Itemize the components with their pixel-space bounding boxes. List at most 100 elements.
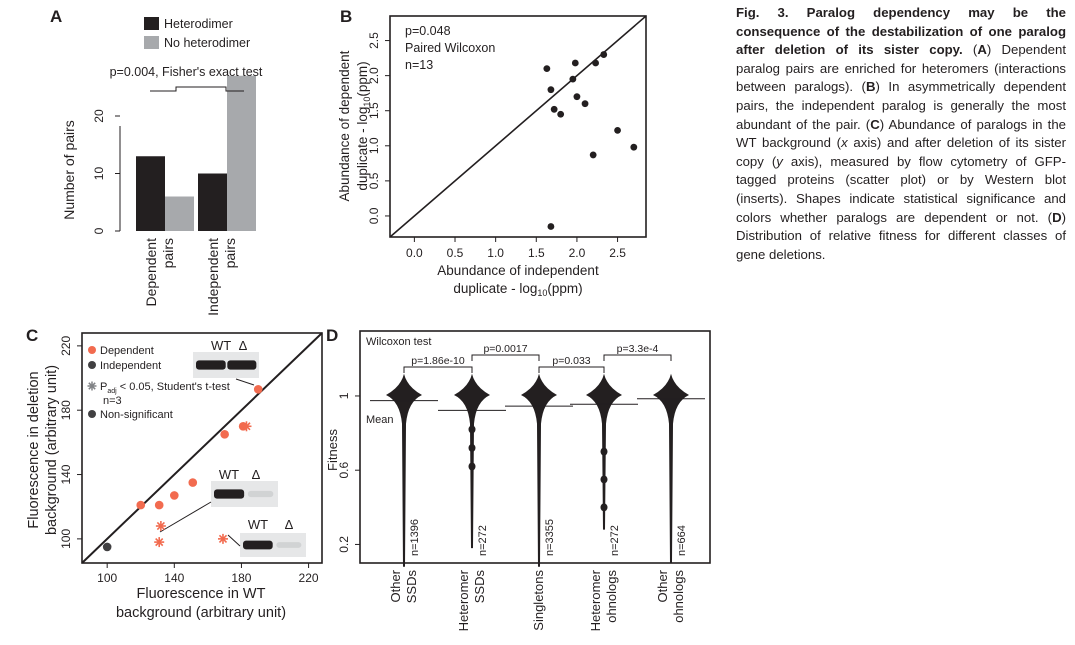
category-label: Other <box>388 569 403 602</box>
data-point <box>630 143 638 151</box>
data-point <box>220 430 229 439</box>
blot-label-wt: WT <box>248 517 268 532</box>
category-label: SSDs <box>404 570 419 604</box>
category-label: Independent <box>205 238 221 316</box>
x-axis-label: duplicate - log10(ppm) <box>453 281 582 298</box>
star-stroke <box>156 521 165 531</box>
star-stroke <box>88 382 96 390</box>
star-stroke <box>155 537 164 547</box>
x-tick-label: 0.0 <box>406 246 423 260</box>
blot-label-delta: Δ <box>285 517 294 532</box>
y-axis-label: Fitness <box>325 429 340 471</box>
category-label: ohnologs <box>604 570 619 623</box>
category-label: pairs <box>222 238 238 268</box>
x-tick-label: 140 <box>164 571 184 585</box>
data-point <box>136 500 146 510</box>
data-point <box>547 86 555 94</box>
violin-bulge <box>600 475 608 484</box>
category-label: SSDs <box>472 570 487 604</box>
mean-label: Mean <box>366 414 394 426</box>
stats-annotation: n=13 <box>405 58 433 72</box>
y-tick-label: 0.6 <box>337 462 351 479</box>
y-tick-label: 140 <box>59 464 73 484</box>
bar-no-heterodimer <box>165 196 194 231</box>
caption-body: (A) Dependent paralog pairs are enriched… <box>736 42 1066 262</box>
blot-connector <box>159 501 212 533</box>
legend-label: Non-significant <box>100 409 173 421</box>
y-axis-label: duplicate - log10(ppm) <box>355 61 372 190</box>
x-tick-label: 100 <box>97 571 117 585</box>
y-tick-label: 100 <box>59 529 73 549</box>
y-tick-label: 0.0 <box>367 207 381 224</box>
identity-line <box>81 332 323 564</box>
blot-band-wt <box>214 489 245 499</box>
blot-connector <box>235 378 255 386</box>
x-tick-label: 2.5 <box>609 246 626 260</box>
star-stroke <box>242 422 251 431</box>
y-axis-label: background (arbitrary unit) <box>44 365 60 535</box>
violin-shape <box>521 373 557 567</box>
sample-size-label: n=3355 <box>544 519 556 556</box>
violin-bulge <box>468 462 476 471</box>
data-point <box>614 126 621 134</box>
significant-star-point <box>241 421 252 432</box>
data-point <box>550 105 558 113</box>
significance-bracket <box>538 366 605 373</box>
blot-label-delta: Δ <box>239 338 248 353</box>
plot-frame <box>359 330 711 564</box>
legend-label: No heterodimer <box>164 36 250 50</box>
caption-segment: ) Dependent paralog pairs are enriched f… <box>736 42 1066 95</box>
y-tick-label: 0 <box>92 227 106 234</box>
significant-star-point <box>217 533 228 544</box>
caption-segment: ) Distribution of relative fitness for d… <box>736 209 1066 262</box>
blot-band-del <box>276 542 302 548</box>
legend-marker-star <box>87 381 97 391</box>
p-value-label: p=1.86e-10 <box>411 355 465 367</box>
caption-fig-number: Fig. 3. <box>736 5 789 20</box>
caption-title: Paralog dependency may be the consequenc… <box>736 5 1066 58</box>
caption-segment: C <box>870 116 880 132</box>
x-tick-label: 1.0 <box>487 246 504 260</box>
caption-segment: ) In asymmetrically dependent pairs, the… <box>736 79 1066 132</box>
data-point <box>188 478 198 487</box>
data-point <box>592 59 600 67</box>
data-point <box>543 65 551 73</box>
legend-marker-nonsignificant <box>88 410 96 418</box>
panel-c-scatter-plot: 100 100 140 140 180 180 220 220 Fluorescence in … <box>26 332 323 621</box>
sample-size-label: n=272 <box>609 525 621 556</box>
data-point <box>170 491 179 500</box>
blot-band-del <box>227 360 257 370</box>
significant-star-point <box>154 537 165 548</box>
category-label: ohnologs <box>671 570 686 623</box>
significant-star-point <box>155 521 166 532</box>
legend-label: Independent <box>100 360 161 372</box>
y-tick-label: 1.5 <box>367 102 381 119</box>
data-point <box>253 384 263 394</box>
blot-label-delta: Δ <box>252 467 261 482</box>
blot-label-wt: WT <box>211 338 231 353</box>
caption-segment: ( <box>962 42 978 58</box>
y-tick-label: 0.2 <box>337 536 351 553</box>
stats-annotation: Paired Wilcoxon <box>405 41 495 55</box>
figure-caption: Fig. 3. Paralog dependency may be the co… <box>736 4 1066 264</box>
y-tick-label: 180 <box>59 400 73 420</box>
violin-bulge <box>468 425 476 434</box>
category-label: Heteromer <box>588 569 603 631</box>
significance-bracket <box>603 354 672 361</box>
caption-segment: x <box>841 135 848 151</box>
data-point <box>557 110 565 118</box>
data-point <box>569 75 577 83</box>
y-tick-label: 10 <box>92 167 106 181</box>
plot-frame <box>389 15 647 238</box>
x-tick-label: 2.0 <box>569 246 586 260</box>
violin-shape <box>454 373 490 549</box>
violin-bulge <box>468 443 476 452</box>
p-value-label: p=0.033 <box>552 355 590 367</box>
data-point <box>581 100 589 108</box>
category-label: Singletons <box>531 570 546 631</box>
x-tick-label: 1.5 <box>528 246 545 260</box>
data-point <box>589 151 597 159</box>
